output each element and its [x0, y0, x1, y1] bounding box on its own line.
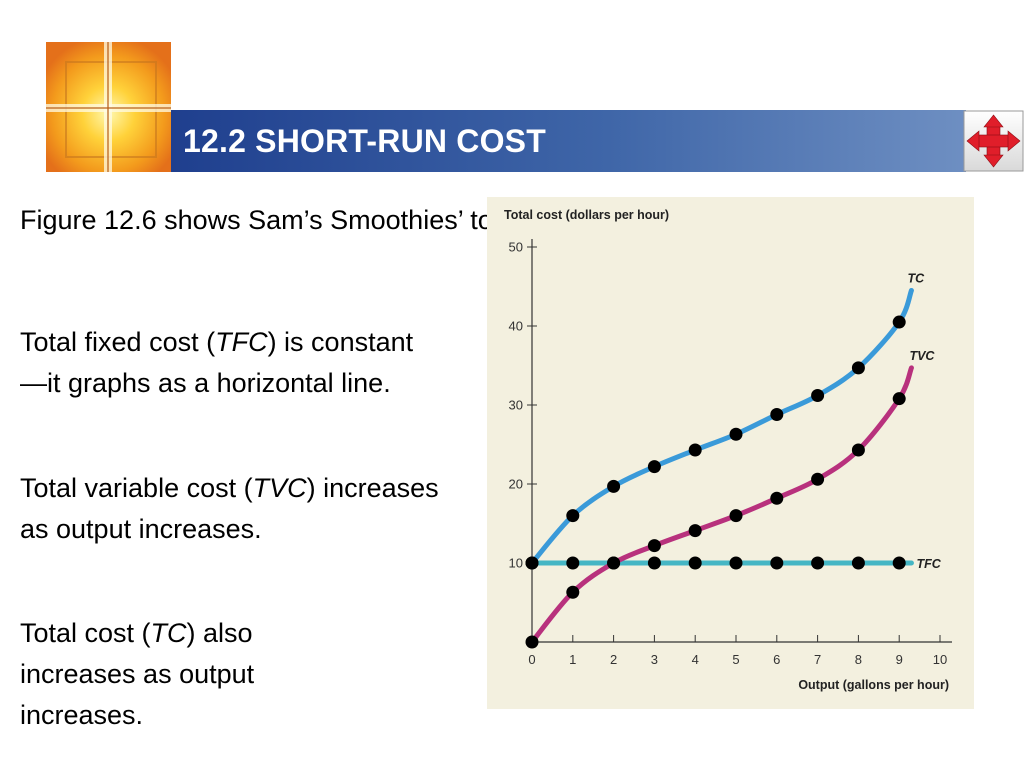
series-tc-point	[770, 407, 784, 421]
series-tc-point	[607, 479, 621, 493]
x-tick-label: 8	[855, 652, 862, 667]
series-tvc-point	[892, 392, 906, 406]
y-tick-label: 50	[509, 240, 523, 255]
tc-term: TC	[150, 618, 187, 648]
series-tvc-point	[729, 509, 743, 523]
series-tc-point	[647, 460, 661, 474]
y-tick-label: 30	[509, 398, 523, 413]
title-bar: 12.2 SHORT-RUN COST	[171, 110, 966, 172]
tfc-term: TFC	[215, 327, 268, 357]
series-tc-point	[729, 427, 743, 441]
series-tfc-point	[566, 556, 580, 570]
y-tick-label: 40	[509, 319, 523, 334]
series-tc-point	[525, 556, 539, 570]
tvc-term: TVC	[252, 473, 307, 503]
y-tick-label: 10	[509, 556, 523, 571]
series-tvc-point	[647, 539, 661, 553]
x-tick-label: 6	[773, 652, 780, 667]
series-tfc-label: TFC	[916, 557, 941, 571]
series-tvc-point	[525, 635, 539, 649]
x-tick-label: 0	[528, 652, 535, 667]
series-tfc-point	[729, 556, 743, 570]
series-tc-point	[566, 509, 580, 523]
x-tick-label: 1	[569, 652, 576, 667]
x-tick-label: 4	[692, 652, 699, 667]
series-tvc-point	[688, 524, 702, 538]
series-tc-point	[851, 361, 865, 375]
series-tc-point	[688, 443, 702, 457]
series-tvc-point	[811, 472, 825, 486]
x-tick-label: 9	[896, 652, 903, 667]
series-tfc-point	[688, 556, 702, 570]
tc-paragraph: Total cost (TC) also increases as output…	[20, 618, 255, 730]
x-tick-label: 3	[651, 652, 658, 667]
x-tick-label: 7	[814, 652, 821, 667]
x-tick-label: 2	[610, 652, 617, 667]
series-tvc-point	[607, 556, 621, 570]
series-tc-label: TC	[907, 271, 925, 285]
series-tfc-point	[770, 556, 784, 570]
four-arrow-navigation-icon[interactable]	[963, 110, 1024, 172]
series-tvc-point	[770, 491, 784, 505]
chart-panel: Total cost (dollars per hour) Output (ga…	[487, 197, 974, 709]
series-tfc-point	[811, 556, 825, 570]
series-tvc-point	[851, 443, 865, 457]
series-tfc-point	[851, 556, 865, 570]
tvc-paragraph: Total variable cost (TVC) increases as o…	[20, 473, 439, 544]
series-tc-point	[892, 315, 906, 329]
x-tick-label: 5	[732, 652, 739, 667]
x-axis-label: Output (gallons per hour)	[798, 678, 949, 692]
series-tc-point	[811, 389, 825, 403]
total-cost-chart: Total cost (dollars per hour) Output (ga…	[504, 208, 952, 692]
x-tick-label: 10	[933, 652, 947, 667]
series-tvc-label: TVC	[909, 349, 935, 363]
series-tfc-point	[892, 556, 906, 570]
series-tfc-point	[647, 556, 661, 570]
slide-title: 12.2 SHORT-RUN COST	[183, 123, 546, 159]
y-axis-label: Total cost (dollars per hour)	[504, 208, 669, 222]
y-tick-label: 20	[509, 477, 523, 492]
series-tvc-point	[566, 585, 580, 599]
tfc-paragraph: Total fixed cost (TFC) is constant—it gr…	[20, 327, 414, 398]
cross-window-logo-icon	[46, 42, 171, 172]
